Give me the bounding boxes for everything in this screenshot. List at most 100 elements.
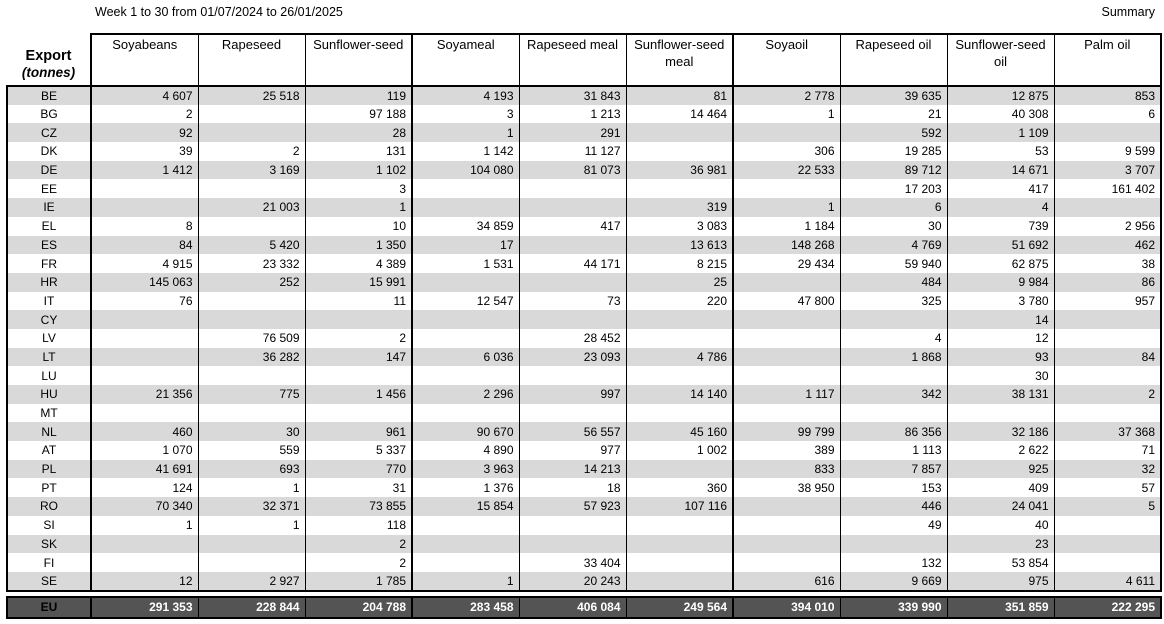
value-cell: 148 268 bbox=[732, 235, 840, 255]
column-header-soyameal: Soyameal bbox=[411, 33, 520, 87]
value-cell: 325 bbox=[839, 291, 947, 311]
value-cell: 32 186 bbox=[946, 422, 1054, 442]
value-cell: 28 452 bbox=[518, 328, 626, 348]
value-cell: 1 bbox=[411, 571, 519, 592]
value-cell: 306 bbox=[732, 142, 840, 161]
value-cell: 45 160 bbox=[625, 422, 733, 442]
eu-total-value: 394 010 bbox=[732, 595, 840, 619]
value-cell: 73 855 bbox=[304, 497, 412, 516]
eu-total-value: 283 458 bbox=[411, 595, 519, 619]
country-code: SE bbox=[6, 571, 91, 592]
column-header-palm-oil: Palm oil bbox=[1053, 33, 1162, 87]
value-cell: 3 707 bbox=[1053, 160, 1162, 180]
value-cell bbox=[518, 179, 626, 199]
country-code: AT bbox=[6, 441, 91, 460]
value-cell: 28 bbox=[304, 123, 412, 143]
value-cell: 81 073 bbox=[518, 160, 626, 180]
value-cell bbox=[518, 534, 626, 554]
value-cell bbox=[625, 571, 733, 592]
table-row-fi: FI 2 33 404 132 53 854 bbox=[6, 553, 1162, 572]
value-cell: 360 bbox=[625, 478, 733, 498]
table-row-fr: FR 4 915 23 332 4 389 1 531 44 171 8 215 29 434… bbox=[6, 254, 1162, 273]
table-row-ro: RO 70 340 32 371 73 855 15 854 57 923 107 116 4… bbox=[6, 497, 1162, 516]
column-header-rapeseed-oil: Rapeseed oil bbox=[839, 33, 948, 87]
corner-cell: Export (tonnes) bbox=[7, 34, 91, 87]
table-row-es: ES 84 5 420 1 350 17 13 613 148 268 4 769 51 692… bbox=[6, 235, 1162, 255]
value-cell: 4 769 bbox=[839, 235, 947, 255]
value-cell bbox=[90, 553, 198, 572]
country-code: DE bbox=[6, 160, 91, 180]
value-cell: 5 bbox=[1053, 497, 1162, 516]
table-row-ie: IE 21 003 1 319 1 6 4 bbox=[6, 198, 1162, 217]
value-cell: 4 915 bbox=[90, 254, 198, 273]
country-code: SK bbox=[6, 534, 91, 554]
value-cell: 36 981 bbox=[625, 160, 733, 180]
value-cell: 84 bbox=[90, 235, 198, 255]
value-cell bbox=[1053, 534, 1162, 554]
value-cell: 2 bbox=[1053, 385, 1162, 404]
value-cell bbox=[1053, 553, 1162, 572]
value-cell bbox=[90, 347, 198, 367]
country-code: BE bbox=[6, 86, 91, 105]
value-cell: 3 bbox=[304, 179, 412, 199]
value-cell: 6 036 bbox=[411, 347, 519, 367]
value-cell bbox=[197, 403, 305, 423]
value-cell: 1 bbox=[304, 198, 412, 217]
value-cell: 76 bbox=[90, 291, 198, 311]
value-cell bbox=[411, 310, 519, 329]
value-cell: 57 bbox=[1053, 478, 1162, 498]
value-cell bbox=[304, 310, 412, 329]
table-row-dk: DK 39 2 131 1 142 11 127 306 19 285 53 9 599 bbox=[6, 142, 1162, 161]
value-cell bbox=[732, 123, 840, 143]
value-cell: 30 bbox=[197, 422, 305, 442]
value-cell: 84 bbox=[1053, 347, 1162, 367]
value-cell: 3 bbox=[411, 104, 519, 124]
country-code: HU bbox=[6, 385, 91, 404]
value-cell: 47 800 bbox=[732, 291, 840, 311]
value-cell: 12 bbox=[946, 328, 1054, 348]
value-cell: 132 bbox=[839, 553, 947, 572]
value-cell bbox=[518, 515, 626, 535]
value-cell: 2 bbox=[304, 534, 412, 554]
value-cell: 5 337 bbox=[304, 441, 412, 460]
value-cell: 8 bbox=[90, 216, 198, 236]
value-cell: 53 854 bbox=[946, 553, 1054, 572]
table-row-hr: HR 145 063 252 15 991 25 484 9 984 86 bbox=[6, 272, 1162, 292]
value-cell bbox=[518, 403, 626, 423]
value-cell: 9 984 bbox=[946, 272, 1054, 292]
value-cell: 559 bbox=[197, 441, 305, 460]
country-code: DK bbox=[6, 142, 91, 161]
value-cell: 12 bbox=[90, 571, 198, 592]
value-cell: 417 bbox=[946, 179, 1054, 199]
value-cell: 57 923 bbox=[518, 497, 626, 516]
value-cell bbox=[732, 366, 840, 385]
value-cell bbox=[518, 366, 626, 385]
value-cell: 220 bbox=[625, 291, 733, 311]
value-cell: 30 bbox=[839, 216, 947, 236]
value-cell bbox=[839, 366, 947, 385]
table-row-pt: PT 124 1 31 1 376 18 360 38 950 153 409 57 bbox=[6, 478, 1162, 498]
value-cell: 39 bbox=[90, 142, 198, 161]
value-cell: 32 371 bbox=[197, 497, 305, 516]
value-cell: 342 bbox=[839, 385, 947, 404]
country-code: FR bbox=[6, 254, 91, 273]
value-cell: 2 bbox=[304, 553, 412, 572]
table-row-sk: SK 2 23 bbox=[6, 534, 1162, 554]
value-cell bbox=[411, 328, 519, 348]
eu-total-row: EU 291 353 228 844 204 788 283 458 406 084 249… bbox=[6, 595, 1162, 619]
value-cell: 11 127 bbox=[518, 142, 626, 161]
value-cell: 770 bbox=[304, 459, 412, 479]
value-cell: 21 003 bbox=[197, 198, 305, 217]
value-cell: 1 785 bbox=[304, 571, 412, 592]
table-body: BE 4 607 25 518 119 4 193 31 843 81 2 778 39 635… bbox=[6, 86, 1162, 592]
country-code: NL bbox=[6, 422, 91, 442]
value-cell: 40 bbox=[946, 515, 1054, 535]
value-cell bbox=[197, 216, 305, 236]
column-header-sunflower-seed: Sunflower-seed bbox=[304, 33, 413, 87]
value-cell bbox=[839, 403, 947, 423]
value-cell bbox=[90, 310, 198, 329]
country-code: IE bbox=[6, 198, 91, 217]
value-cell bbox=[732, 534, 840, 554]
value-cell: 417 bbox=[518, 216, 626, 236]
country-code: RO bbox=[6, 497, 91, 516]
